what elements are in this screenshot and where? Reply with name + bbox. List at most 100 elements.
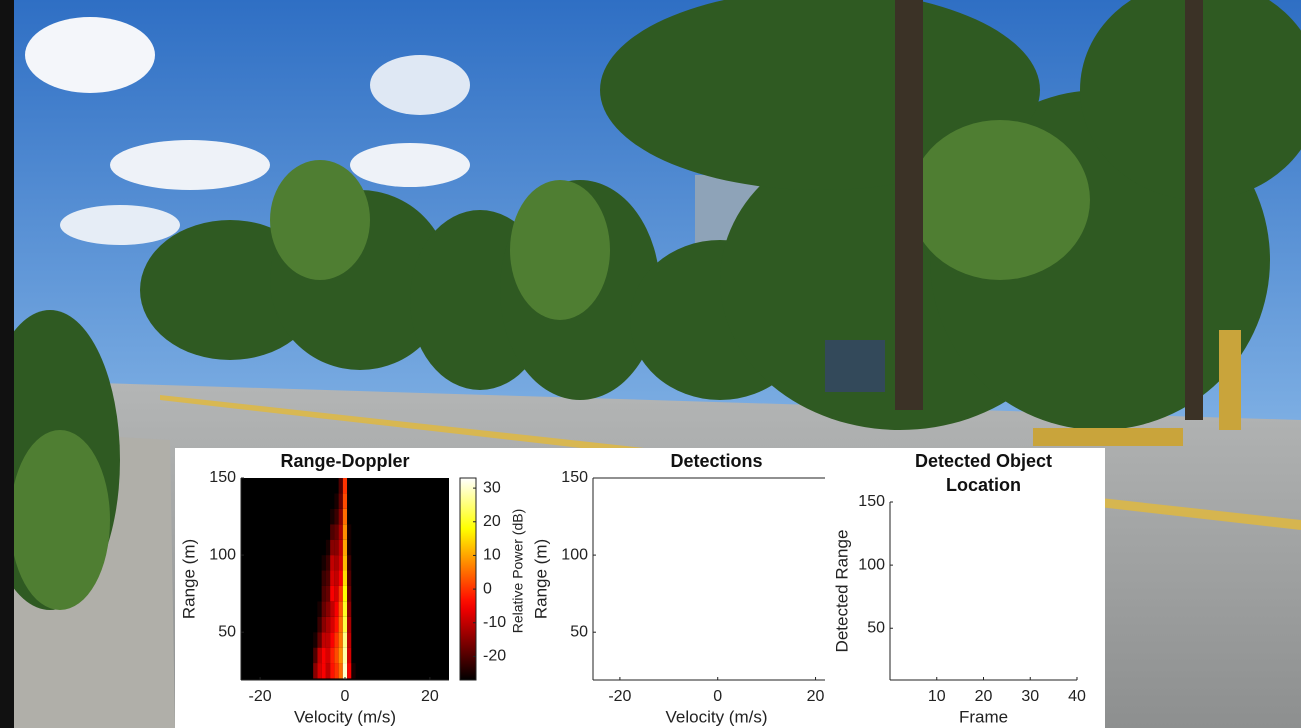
- heatmap-cell: [325, 663, 331, 679]
- heatmap-cell: [321, 555, 326, 571]
- heatmap-cell: [342, 616, 348, 633]
- colorbar-tick-label: 20: [483, 513, 501, 530]
- heatmap-cell: [342, 524, 348, 540]
- heatmap-cell: [338, 601, 343, 617]
- colorbar: [459, 477, 477, 681]
- chart-title: Detections: [670, 451, 762, 471]
- heatmap-cell: [317, 478, 322, 494]
- heatmap-cell: [334, 524, 339, 540]
- heatmap-cell: [330, 539, 335, 556]
- heatmap-cell: [338, 555, 343, 571]
- heatmap-cell: [330, 585, 335, 602]
- colorbar-label: Relative Power (dB): [510, 509, 526, 634]
- heatmap-cell: [321, 539, 326, 556]
- heatmap-cell: [338, 508, 343, 525]
- heatmap-cell: [325, 632, 331, 648]
- heatmap-cell: [325, 539, 331, 556]
- heatmap-cell: [325, 570, 331, 586]
- heatmap-cell: [338, 632, 343, 648]
- heatmap-cell: [313, 647, 318, 664]
- heatmap-cell: [313, 601, 318, 617]
- heatmap-cell: [347, 585, 352, 602]
- heatmap-cell: [321, 647, 326, 664]
- heatmap-cell: [347, 524, 352, 540]
- heatmap-cell: [351, 632, 356, 648]
- x-tick-label: 20: [421, 688, 439, 705]
- heatmap-cell: [334, 585, 339, 602]
- y-tick-label: 100: [209, 546, 236, 563]
- y-tick-label: 150: [561, 469, 588, 486]
- y-tick-label: 100: [858, 556, 885, 573]
- heatmap-cell: [317, 616, 322, 633]
- heatmap-cell: [317, 601, 322, 617]
- heatmap-cell: [347, 539, 352, 556]
- heatmap-cell: [351, 493, 356, 509]
- x-tick-label: 0: [713, 688, 722, 705]
- heatmap-cell: [351, 616, 356, 633]
- x-tick-label: 0: [341, 688, 350, 705]
- x-tick-label: 30: [1021, 688, 1039, 705]
- y-tick-label: 50: [570, 623, 588, 640]
- heatmap-cell: [330, 632, 335, 648]
- heatmap-cell: [347, 478, 352, 494]
- heatmap-cell: [338, 570, 343, 586]
- heatmap-cell: [347, 616, 352, 633]
- heatmap-cell: [313, 570, 318, 586]
- y-tick-label: 150: [209, 469, 236, 486]
- heatmap-cell: [351, 539, 356, 556]
- heatmap-cell: [338, 585, 343, 602]
- heatmap-cell: [313, 585, 318, 602]
- heatmap-cell: [342, 555, 348, 571]
- heatmap-cell: [334, 647, 339, 664]
- chart-title: Location: [946, 475, 1021, 495]
- colorbar-tick-label: -20: [483, 648, 506, 665]
- heatmap-cell: [342, 663, 348, 679]
- heatmap-cell: [321, 524, 326, 540]
- x-tick-label: 40: [1068, 688, 1086, 705]
- heatmap-cell: [321, 632, 326, 648]
- heatmap-cell: [313, 539, 318, 556]
- chart-title: Range-Doppler: [280, 451, 409, 471]
- heatmap-cell: [351, 601, 356, 617]
- heatmap-cell: [317, 647, 322, 664]
- heatmap-cell: [342, 632, 348, 648]
- heatmap-cell: [317, 539, 322, 556]
- heatmap-cell: [342, 570, 348, 586]
- charts: Range-Doppler -20 -10 0 10 20 30 Relative Power…: [179, 451, 1086, 727]
- heatmap-cell: [351, 524, 356, 540]
- heatmap-cell: [351, 570, 356, 586]
- heatmap-cell: [342, 478, 348, 494]
- heatmap-cell: [317, 570, 322, 586]
- heatmap-cell: [334, 555, 339, 571]
- x-tick-label: -20: [608, 688, 631, 705]
- heatmap-cell: [351, 585, 356, 602]
- heatmap-cell: [338, 616, 343, 633]
- heatmap-cell: [347, 493, 352, 509]
- heatmap-cell: [330, 478, 335, 494]
- heatmap-cell: [334, 632, 339, 648]
- heatmap-cell: [342, 508, 348, 525]
- heatmap-cell: [317, 632, 322, 648]
- heatmap-cell: [313, 616, 318, 633]
- heatmap-cell: [313, 508, 318, 525]
- heatmap-cell: [330, 570, 335, 586]
- heatmap-cell: [330, 601, 335, 617]
- heatmap-cell: [338, 539, 343, 556]
- heatmap-cell: [325, 555, 331, 571]
- heatmap-cell: [338, 493, 343, 509]
- x-axis-label: Velocity (m/s): [294, 707, 396, 726]
- heatmap-cell: [313, 663, 318, 679]
- heatmap-cell: [351, 478, 356, 494]
- heatmap-cell: [351, 647, 356, 664]
- chart-title: Detected Object: [915, 451, 1052, 471]
- x-axis-label: Frame: [959, 707, 1008, 726]
- heatmap-cell: [334, 616, 339, 633]
- heatmap-cell: [330, 647, 335, 664]
- heatmap-cell: [325, 478, 331, 494]
- heatmap-cell: [338, 663, 343, 679]
- heatmap-cell: [330, 508, 335, 525]
- heatmap-cell: [321, 601, 326, 617]
- heatmap-cell: [330, 524, 335, 540]
- chart: Detected Object Location 10 20 30 40 50 100 150 F…: [832, 451, 1086, 727]
